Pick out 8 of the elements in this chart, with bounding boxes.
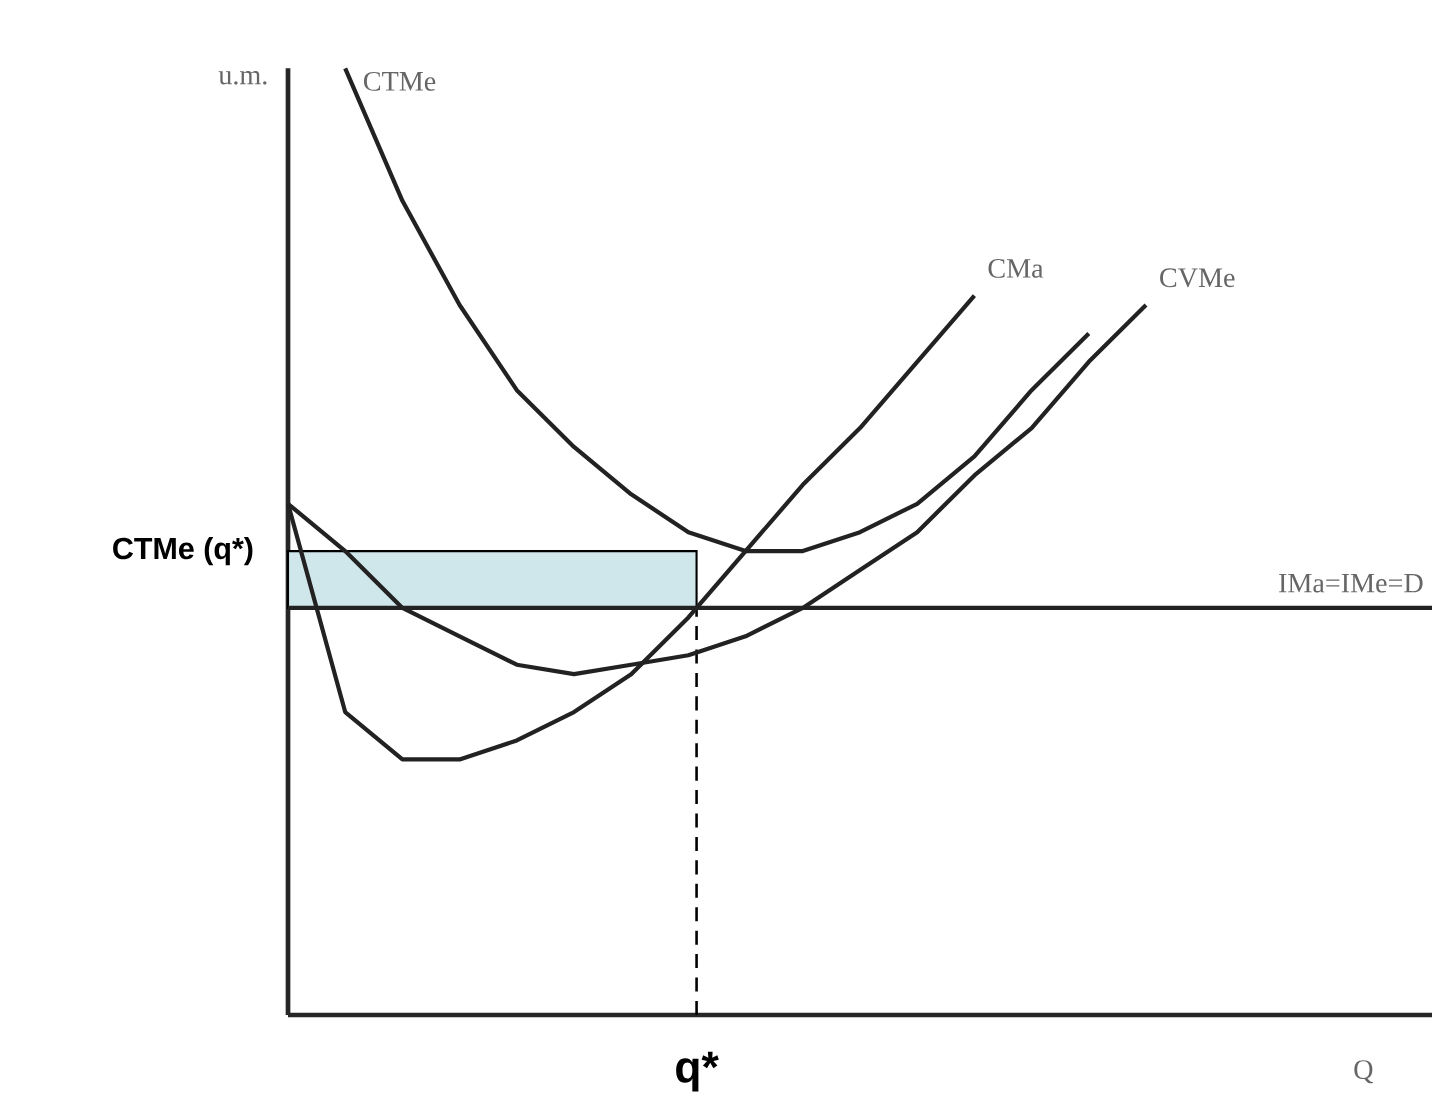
- x-axis-title: Q: [1354, 1060, 1374, 1084]
- series-label: CTMe: [363, 71, 436, 91]
- series-label: IMa=IMe=D: [1279, 573, 1423, 593]
- series-label: CMa: [988, 258, 1044, 278]
- y-axis-title: u.m.: [218, 70, 267, 85]
- series-label: CVMe: [1160, 268, 1235, 288]
- band-label: CTMe (q*): [113, 536, 253, 566]
- text: q*: [676, 1051, 719, 1092]
